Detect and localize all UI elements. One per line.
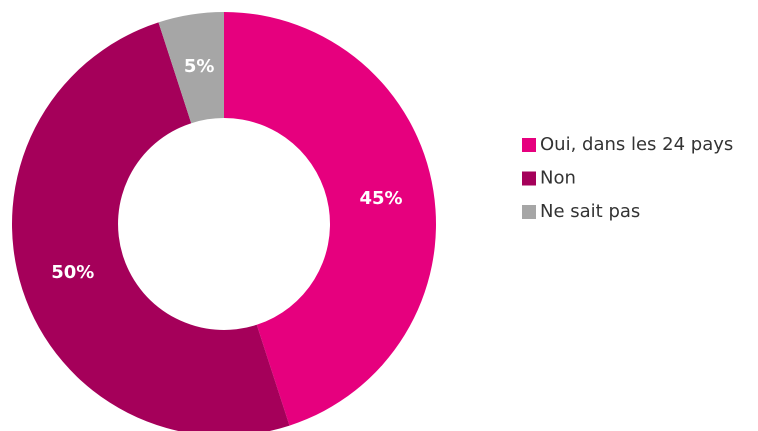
data-label: 5% [184,56,215,77]
donut-slice [158,12,224,124]
legend-label: Ne sait pas [540,201,640,222]
data-label: 50% [51,262,94,283]
donut-slice [224,12,436,426]
legend-swatch [522,205,536,219]
legend-swatch [522,171,536,186]
donut-slice [11,22,290,431]
legend-swatch [522,138,536,152]
legend-label: Oui, dans les 24 pays [540,134,733,155]
legend-label: Non [540,168,576,189]
data-label: 45% [359,188,402,209]
